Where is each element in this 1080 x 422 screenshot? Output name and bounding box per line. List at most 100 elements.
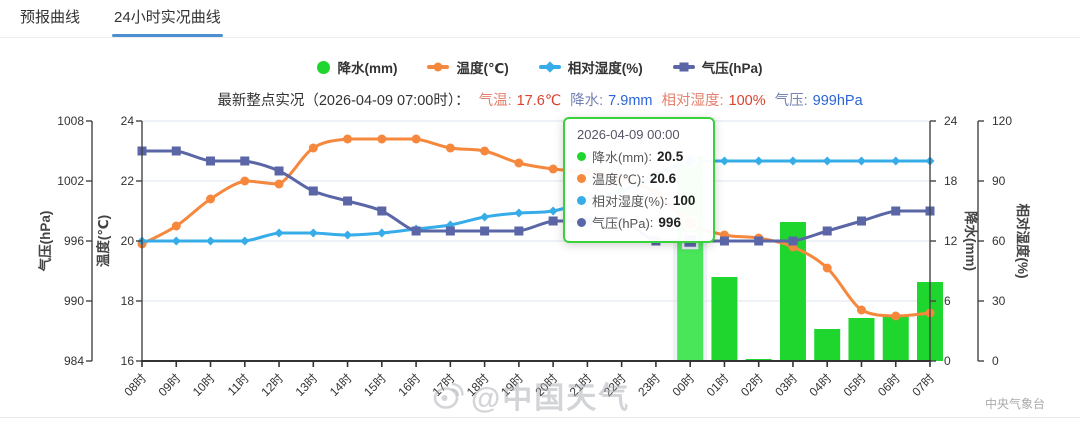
status-pressure: 气压: 999hPa bbox=[774, 93, 863, 109]
temperature-point[interactable] bbox=[548, 164, 558, 174]
pressure-point[interactable] bbox=[274, 166, 284, 176]
pressure-point[interactable] bbox=[754, 236, 764, 246]
legend-item-temperature[interactable]: 温度(℃) bbox=[427, 57, 509, 77]
legend-item-humidity[interactable]: 相对湿度(%) bbox=[538, 57, 643, 77]
pressure-point[interactable] bbox=[377, 206, 387, 216]
x-axis-label: 16时 bbox=[395, 371, 423, 399]
pressure-point[interactable] bbox=[822, 226, 832, 236]
pressure-line[interactable] bbox=[140, 149, 932, 243]
temperature-point[interactable] bbox=[411, 134, 421, 144]
humidity-point[interactable] bbox=[754, 156, 764, 166]
pressure-point[interactable] bbox=[343, 196, 353, 206]
pressure-point[interactable] bbox=[719, 236, 729, 246]
humidity-point[interactable] bbox=[856, 156, 866, 166]
pressure-point[interactable] bbox=[582, 216, 592, 226]
y-axis-tick-label: 18 bbox=[944, 174, 958, 188]
status-temperature: 气温: 17.6℃ bbox=[478, 93, 562, 109]
humidity-point[interactable] bbox=[274, 228, 284, 238]
pressure-point[interactable] bbox=[548, 216, 558, 226]
pressure-point[interactable] bbox=[411, 226, 421, 236]
temperature-point[interactable] bbox=[171, 221, 181, 231]
temperature-point[interactable] bbox=[274, 179, 284, 189]
humidity-point[interactable] bbox=[480, 212, 490, 222]
y-axis-tick-label: 984 bbox=[64, 354, 84, 368]
pressure-point[interactable] bbox=[240, 156, 250, 166]
pressure-point[interactable] bbox=[891, 206, 901, 216]
temperature-point[interactable] bbox=[651, 188, 661, 198]
humidity-point[interactable] bbox=[206, 236, 216, 246]
temperature-legend-marker-icon bbox=[427, 62, 450, 72]
legend-item-precipitation[interactable]: 降水(mm) bbox=[317, 57, 397, 77]
x-axis-label: 10时 bbox=[190, 371, 218, 399]
x-axis-label: 20时 bbox=[532, 371, 560, 399]
temperature-point[interactable] bbox=[377, 134, 387, 144]
humidity-point[interactable] bbox=[822, 156, 832, 166]
humidity-point[interactable] bbox=[240, 236, 250, 246]
chart-legend: 降水(mm) 温度(℃) 相对湿度(%) 气压(hPa) bbox=[0, 57, 1080, 77]
temperature-point[interactable] bbox=[856, 305, 866, 315]
temperature-point[interactable] bbox=[240, 176, 250, 186]
humidity-point[interactable] bbox=[891, 156, 901, 166]
temperature-point[interactable] bbox=[445, 143, 455, 153]
x-axis-label: 09时 bbox=[156, 371, 184, 399]
precip-bar[interactable] bbox=[711, 277, 738, 361]
humidity-point[interactable] bbox=[343, 230, 353, 240]
precip-bar[interactable] bbox=[882, 315, 909, 361]
temperature-point[interactable] bbox=[308, 143, 318, 153]
humidity-point[interactable] bbox=[617, 186, 627, 196]
temperature-point[interactable] bbox=[206, 194, 216, 204]
temperature-point[interactable] bbox=[682, 215, 699, 231]
y-axis-tick-label: 0 bbox=[992, 354, 999, 368]
humidity-point[interactable] bbox=[719, 156, 729, 166]
humidity-point[interactable] bbox=[514, 208, 524, 218]
humidity-point[interactable] bbox=[377, 228, 387, 238]
temperature-point[interactable] bbox=[617, 173, 627, 183]
chart-canvas[interactable]: 984 990 996 1002 1008 气压(hPa) 16 18 20 22 24 温度(℃) 0… bbox=[0, 114, 1080, 422]
humidity-point[interactable] bbox=[171, 236, 181, 246]
pressure-point[interactable] bbox=[171, 146, 181, 156]
humidity-line[interactable] bbox=[140, 159, 932, 243]
chart-svg[interactable]: 984 990 996 1002 1008 气压(hPa) 16 18 20 22 24 温度(℃) 0… bbox=[0, 114, 1080, 422]
x-axis-label: 17时 bbox=[430, 371, 458, 399]
pressure-point[interactable] bbox=[445, 226, 455, 236]
y-axis-tick-label: 22 bbox=[121, 174, 135, 188]
temperature-point[interactable] bbox=[480, 146, 490, 156]
tab-24h-observed-curve[interactable]: 24小时实况曲线 bbox=[112, 0, 223, 37]
pressure-point[interactable] bbox=[617, 216, 627, 226]
x-axis-label: 05时 bbox=[841, 371, 869, 399]
temperature-point[interactable] bbox=[343, 134, 353, 144]
pressure-point[interactable] bbox=[206, 156, 216, 166]
temperature-point[interactable] bbox=[582, 167, 592, 177]
humidity-point[interactable] bbox=[788, 156, 798, 166]
legend-label: 温度(℃) bbox=[456, 61, 509, 76]
latest-observation-line: 最新整点实况（2026-04-09 07:00时）： 气温: 17.6℃ 降水: 7.9… bbox=[0, 89, 1080, 110]
pressure-point[interactable] bbox=[681, 232, 699, 250]
x-axis-label: 22时 bbox=[601, 371, 629, 399]
precip-bar[interactable] bbox=[677, 156, 704, 361]
pressure-point[interactable] bbox=[308, 186, 318, 196]
temperature-point[interactable] bbox=[822, 263, 832, 273]
pressure-point[interactable] bbox=[651, 236, 661, 246]
humidity-point[interactable] bbox=[651, 170, 661, 180]
y-axis-name: 温度(℃) bbox=[95, 215, 111, 267]
humidity-point[interactable] bbox=[548, 206, 558, 216]
precip-bar[interactable] bbox=[814, 329, 841, 361]
temperature-point[interactable] bbox=[891, 311, 901, 321]
temperature-point[interactable] bbox=[514, 158, 524, 168]
y-axis-tick-label: 16 bbox=[121, 354, 135, 368]
tab-forecast-curve[interactable]: 预报曲线 bbox=[18, 0, 82, 37]
y-axis-tick-label: 996 bbox=[64, 234, 84, 248]
y-axis-tick-label: 90 bbox=[992, 174, 1006, 188]
chart-area[interactable]: 984 990 996 1002 1008 气压(hPa) 16 18 20 22 24 温度(℃) 0… bbox=[0, 114, 1080, 422]
pressure-point[interactable] bbox=[514, 226, 524, 236]
humidity-point[interactable] bbox=[582, 196, 592, 206]
pressure-point[interactable] bbox=[480, 226, 490, 236]
humidity-legend-marker-icon bbox=[538, 61, 561, 73]
pressure-point[interactable] bbox=[856, 216, 866, 226]
humidity-point[interactable] bbox=[308, 228, 318, 238]
precip-bar[interactable] bbox=[848, 318, 875, 361]
pressure-point[interactable] bbox=[788, 236, 798, 246]
y-axis-name: 相对湿度(%) bbox=[1015, 204, 1031, 279]
x-axis-label: 21时 bbox=[567, 371, 595, 399]
legend-item-pressure[interactable]: 气压(hPa) bbox=[672, 57, 763, 77]
